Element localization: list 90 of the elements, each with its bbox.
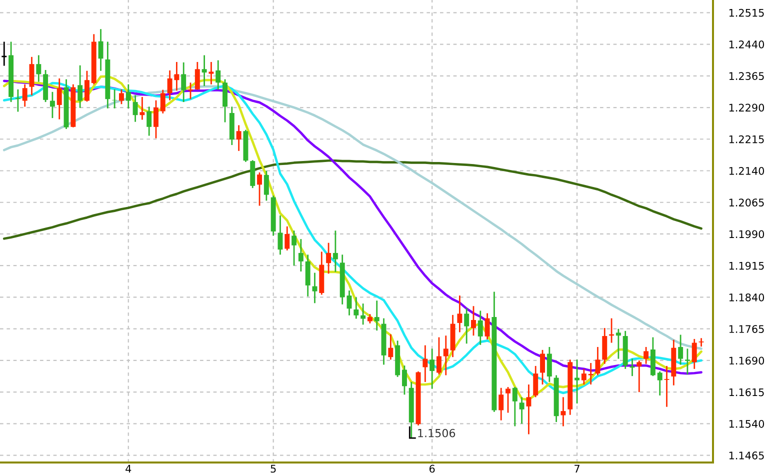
x-tick-label: 6 bbox=[429, 464, 435, 473]
candlestick bbox=[678, 334, 684, 366]
candlestick bbox=[402, 364, 407, 396]
candlestick bbox=[684, 348, 690, 376]
y-tick-label: 1.2140 bbox=[729, 166, 764, 175]
candlestick bbox=[471, 305, 476, 336]
candlestick bbox=[360, 302, 366, 326]
candlestick bbox=[484, 312, 490, 340]
candlestick bbox=[346, 290, 352, 316]
candlestick bbox=[160, 89, 166, 114]
y-tick-label: 1.1840 bbox=[729, 293, 764, 302]
candlestick bbox=[36, 54, 42, 82]
candlestick bbox=[154, 100, 158, 139]
candlestick bbox=[464, 308, 470, 344]
candlestick bbox=[616, 328, 621, 360]
candlestick bbox=[194, 61, 200, 90]
candlestick bbox=[698, 337, 704, 348]
candlestick bbox=[664, 365, 670, 408]
y-tick-label: 1.1690 bbox=[729, 356, 764, 365]
candlestick bbox=[78, 64, 83, 109]
candlestick bbox=[498, 387, 504, 422]
y-tick-label: 1.1465 bbox=[729, 452, 764, 460]
candlestick bbox=[388, 334, 394, 360]
candlestick bbox=[512, 386, 518, 427]
candlestick bbox=[443, 334, 448, 376]
y-tick-label: 1.1765 bbox=[729, 325, 764, 333]
y-tick-label: 1.2440 bbox=[729, 40, 764, 48]
candlestick bbox=[22, 84, 28, 108]
candlestick bbox=[278, 214, 283, 256]
candlestick bbox=[118, 88, 124, 105]
candlestick bbox=[292, 230, 297, 266]
candlestick bbox=[526, 384, 532, 435]
annotation: 1.1506 bbox=[418, 428, 456, 438]
x-tick-label: 7 bbox=[574, 464, 580, 472]
candlestick bbox=[202, 54, 207, 87]
candlestick bbox=[50, 91, 55, 119]
candlestick bbox=[146, 106, 152, 136]
candlestick bbox=[457, 294, 462, 333]
candlestick bbox=[540, 349, 545, 386]
candlestick bbox=[29, 56, 34, 96]
candlestick bbox=[132, 94, 138, 123]
candlestick bbox=[181, 62, 186, 103]
candlestick bbox=[574, 358, 580, 404]
candlestick bbox=[98, 28, 104, 72]
candlestick bbox=[581, 368, 586, 386]
candlestick bbox=[506, 386, 510, 414]
y-tick-label: 1.2365 bbox=[729, 72, 764, 80]
candlestick bbox=[636, 360, 642, 393]
candlestick bbox=[332, 230, 338, 273]
candlestick bbox=[602, 327, 608, 365]
y-tick-label: 1.2290 bbox=[729, 104, 764, 112]
line-series bbox=[2, 159, 702, 240]
x-tick-label: 5 bbox=[270, 464, 276, 473]
candlestick bbox=[533, 365, 538, 398]
candlestick bbox=[298, 238, 304, 272]
candlestick bbox=[257, 172, 262, 206]
candlestick bbox=[140, 96, 145, 120]
candlestick bbox=[216, 60, 221, 90]
candlestick bbox=[436, 336, 442, 376]
y-tick-label: 1.1990 bbox=[729, 230, 764, 238]
candlestick bbox=[519, 396, 524, 424]
candlestick bbox=[126, 84, 131, 110]
candlestick bbox=[657, 370, 662, 396]
candlestick bbox=[56, 78, 62, 120]
candlestick bbox=[595, 346, 600, 376]
candlestick bbox=[264, 170, 269, 202]
candlestick bbox=[560, 396, 566, 427]
candlestick bbox=[478, 310, 483, 346]
candlestick bbox=[236, 124, 242, 152]
candlestick bbox=[374, 300, 380, 332]
y-tick-label: 1.2515 bbox=[729, 8, 764, 17]
candlestick bbox=[15, 88, 20, 112]
candlestick bbox=[367, 313, 372, 324]
candlestick bbox=[326, 242, 332, 274]
y-tick-label: 1.2215 bbox=[729, 135, 764, 144]
candlestick bbox=[430, 348, 435, 390]
y-tick-label: 1.1915 bbox=[729, 262, 764, 270]
candlestick bbox=[692, 338, 697, 370]
x-tick-label: 4 bbox=[126, 464, 132, 472]
y-tick-label: 1.1540 bbox=[729, 420, 764, 428]
candlestick bbox=[84, 70, 90, 102]
y-tick-label: 1.1615 bbox=[729, 388, 764, 396]
candlestick bbox=[112, 88, 118, 110]
candlestick bbox=[354, 296, 359, 320]
candlestick bbox=[422, 344, 428, 383]
y-tick-label: 1.2065 bbox=[729, 198, 764, 206]
candlestick bbox=[208, 61, 214, 86]
candlestick bbox=[644, 346, 649, 365]
candlestick bbox=[284, 226, 290, 252]
candlestick bbox=[546, 346, 552, 383]
